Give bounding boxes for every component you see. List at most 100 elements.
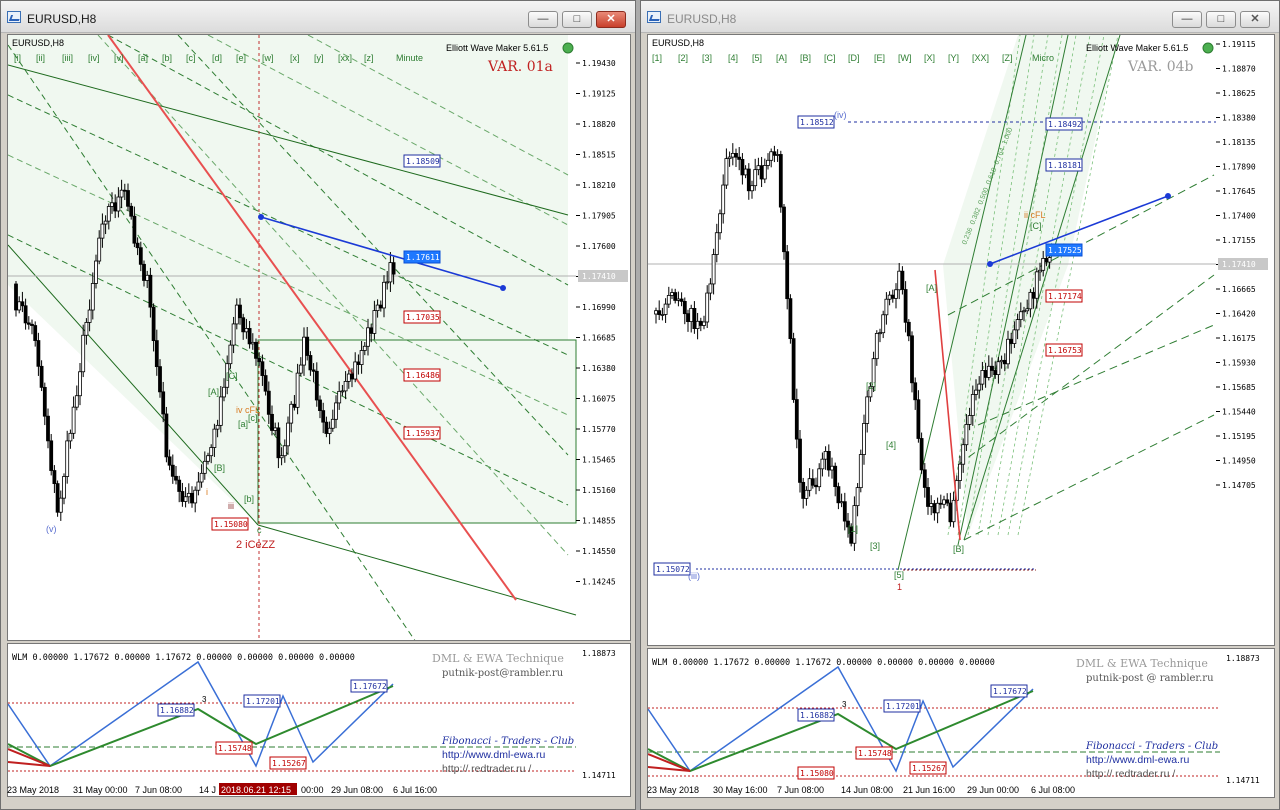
chart-window-right[interactable]: EURUSD,H8 — □ ✕ 0.236 0.382 0.500 0.618 0.76…	[640, 0, 1280, 810]
candle-body	[798, 438, 802, 483]
price-chart-canvas[interactable]: EURUSD,H8 Elliott Wave Maker 5.61.5 VAR. 0…	[8, 35, 631, 641]
wave-button-4[interactable]: [5]	[752, 53, 762, 63]
close-button[interactable]: ✕	[1240, 11, 1270, 28]
candle-body	[833, 465, 838, 488]
price-axis-label: 1.15160	[582, 486, 616, 495]
candle-body	[730, 153, 735, 158]
wave-button-15[interactable]: Micro	[1032, 53, 1054, 63]
wave-button-2[interactable]: [iii]	[62, 53, 73, 63]
wave-button-10[interactable]: [w]	[262, 53, 274, 63]
main-chart[interactable]: 0.236 0.382 0.500 0.618 0.764 1.000 EURUSD,H8 E…	[647, 34, 1275, 646]
wave-button-1[interactable]: [ii]	[36, 53, 45, 63]
candle-body	[788, 298, 793, 340]
price-tag: 1.18492	[1048, 120, 1082, 129]
wlm-value-box-box	[350, 679, 388, 693]
indicator-subwindow[interactable]: WLM 0.00000 1.17672 0.00000 1.17672 0.00…	[7, 643, 631, 797]
wave-label: iv cFL	[236, 405, 260, 415]
candle-body	[324, 421, 329, 434]
wave-button-8[interactable]: [d]	[212, 53, 222, 63]
wave-button-3[interactable]: [iv]	[88, 53, 100, 63]
wave-button-2[interactable]: [3]	[702, 53, 712, 63]
wave-button-14[interactable]: [z]	[364, 53, 374, 63]
window-titlebar[interactable]: EURUSD,H8 — □ ✕	[1, 1, 635, 33]
wave-button-13[interactable]: [xx]	[338, 53, 352, 63]
maximize-button[interactable]: □	[1206, 11, 1236, 28]
wave-button-9[interactable]: [e]	[236, 53, 246, 63]
candle-body	[993, 370, 998, 375]
candle-body	[670, 292, 674, 296]
wave-button-12[interactable]: [Y]	[948, 53, 959, 63]
price-tag: 1.18509	[406, 157, 440, 166]
price-axis-label: 1.17645	[1222, 187, 1256, 196]
date-label: 7 Jun 08:00	[135, 785, 182, 795]
projection-point	[987, 261, 993, 267]
candle-body	[23, 305, 28, 324]
date-label: 6 Jul 08:00	[1031, 785, 1075, 795]
price-axis-label: 1.18870	[1222, 65, 1256, 74]
wave-button-7[interactable]: [C]	[824, 53, 836, 63]
candle-body	[343, 380, 348, 392]
wave-button-0[interactable]: [1]	[652, 53, 662, 63]
wlm-value-box: 1.15267	[912, 764, 946, 773]
candle-body	[33, 325, 38, 341]
candle-body	[26, 322, 31, 325]
wave-button-9[interactable]: [E]	[874, 53, 885, 63]
wave-button-6[interactable]: [b]	[162, 53, 172, 63]
wave-button-5[interactable]: [a]	[138, 53, 148, 63]
wave-button-4[interactable]: [v]	[114, 53, 124, 63]
candle-body	[362, 345, 367, 351]
site-link-2: http:// redtrader.ru /	[1086, 768, 1175, 780]
wave-button-12[interactable]: [y]	[314, 53, 324, 63]
wave-button-7[interactable]: [c]	[186, 53, 196, 63]
projection-line	[989, 195, 1169, 265]
candle-body	[958, 463, 962, 481]
candle-body	[286, 422, 290, 447]
site-link-1: http://www.dml-ewa.ru	[442, 749, 545, 761]
candle-body	[983, 370, 988, 378]
candle-body	[708, 283, 713, 294]
candle-body	[356, 361, 361, 365]
site-link-2: http:// redtrader.ru /	[442, 763, 531, 775]
candle-body	[94, 260, 98, 284]
candle-body	[980, 370, 985, 385]
window-titlebar[interactable]: EURUSD,H8 — □ ✕	[641, 1, 1279, 33]
candle-body	[244, 328, 249, 333]
candle-body	[746, 168, 751, 192]
candle-body	[740, 158, 745, 176]
wave-button-10[interactable]: [W]	[898, 53, 912, 63]
maximize-button[interactable]: □	[562, 11, 592, 28]
minimize-button[interactable]: —	[1172, 11, 1202, 28]
candle-body	[967, 415, 972, 425]
minimize-button[interactable]: —	[528, 11, 558, 28]
wave-button-6[interactable]: [B]	[800, 53, 811, 63]
candle-body	[897, 270, 902, 291]
wave-button-0[interactable]: [i]	[14, 53, 21, 63]
price-axis-label: 1.16380	[582, 364, 616, 373]
close-button[interactable]: ✕	[596, 11, 626, 28]
wlm-value-box: 1.17201	[246, 697, 280, 706]
candle-body	[14, 283, 18, 311]
candle-body	[820, 458, 825, 470]
wave-button-8[interactable]: [D]	[848, 53, 860, 63]
wave-button-1[interactable]: [2]	[678, 53, 688, 63]
candle-body	[74, 395, 79, 408]
wave-label: (iii)	[688, 571, 700, 581]
candle-body	[977, 383, 982, 391]
wave-button-11[interactable]: [X]	[924, 53, 935, 63]
wave-button-14[interactable]: [Z]	[1002, 53, 1013, 63]
main-chart[interactable]: EURUSD,H8 Elliott Wave Maker 5.61.5 VAR. 0…	[7, 34, 631, 641]
wave-button-11[interactable]: [x]	[290, 53, 300, 63]
price-axis-label: 1.17600	[582, 242, 616, 251]
wave-button-13[interactable]: [XX]	[972, 53, 989, 63]
wave-button-5[interactable]: [A]	[776, 53, 787, 63]
price-tag: 1.15072	[656, 565, 690, 574]
candle-body	[42, 386, 47, 417]
wave-button-3[interactable]: [4]	[728, 53, 738, 63]
technique-email: putnik-post@rambler.ru	[442, 668, 564, 679]
candle-body	[922, 469, 927, 488]
chart-window-left[interactable]: EURUSD,H8 — □ ✕ EURUSD,H8 Elliott Wave Ma…	[0, 0, 636, 810]
indicator-subwindow[interactable]: WLM 0.00000 1.17672 0.00000 1.17672 0.00…	[647, 648, 1275, 798]
wave-button-15[interactable]: Minute	[396, 53, 423, 63]
candle-body	[180, 491, 185, 502]
